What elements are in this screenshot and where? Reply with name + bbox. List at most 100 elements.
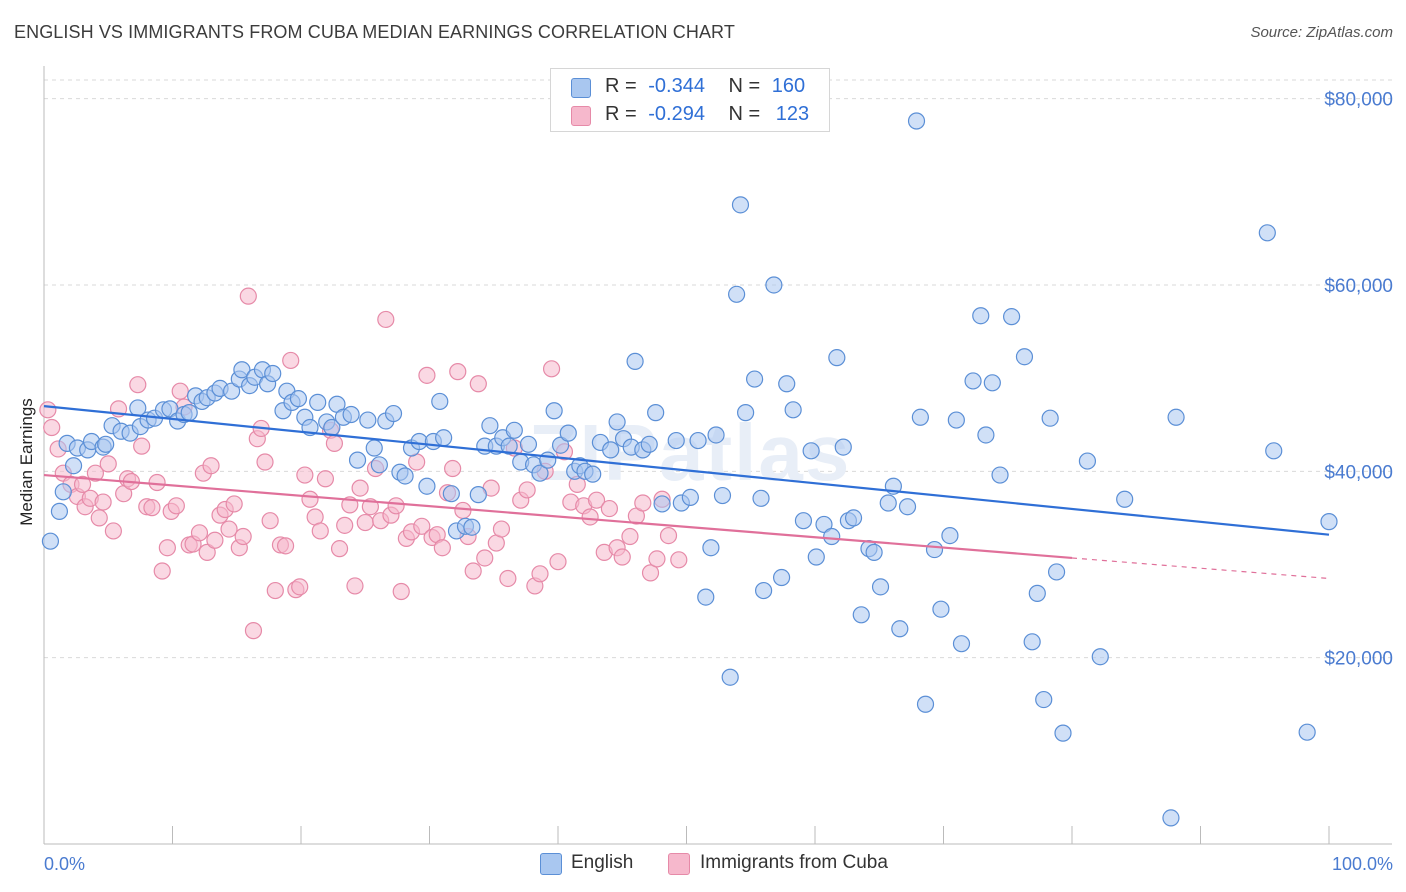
english-point xyxy=(608,413,626,431)
bottom-legend-swatch-english xyxy=(540,853,562,875)
english-point xyxy=(640,435,658,453)
english-point xyxy=(1116,490,1134,508)
english-point xyxy=(653,495,671,513)
english-point xyxy=(778,375,796,393)
cuba-point xyxy=(581,508,599,526)
legend-swatch-cuba xyxy=(571,106,591,126)
cuba-point xyxy=(244,622,263,640)
cuba-point xyxy=(198,543,216,561)
english-point xyxy=(828,349,846,367)
legend-n-value: 160 xyxy=(771,75,806,97)
legend-row-cuba: R = -0.294 N = 123 xyxy=(571,103,809,126)
english-point xyxy=(223,382,241,400)
english-point xyxy=(1265,442,1283,460)
cuba-point xyxy=(387,497,405,515)
cuba-point xyxy=(234,527,252,546)
english-point xyxy=(559,424,577,442)
english-point xyxy=(977,426,995,444)
cuba-point xyxy=(148,473,166,492)
english-point xyxy=(713,486,732,505)
legend-r-label: R = xyxy=(605,75,637,97)
english-point xyxy=(551,436,570,454)
cuba-point xyxy=(104,522,122,540)
cuba-point xyxy=(621,527,639,546)
english-point xyxy=(519,435,538,453)
english-point xyxy=(941,527,959,545)
english-point xyxy=(1258,224,1276,242)
bottom-legend-cuba: Immigrants from Cuba xyxy=(700,852,888,873)
cuba-point xyxy=(336,516,354,534)
cuba-point xyxy=(346,577,364,595)
cuba-point xyxy=(670,551,688,569)
english-point xyxy=(289,390,308,408)
english-point xyxy=(418,477,436,495)
cuba-point xyxy=(454,501,472,520)
english-point xyxy=(342,405,360,424)
english-point xyxy=(871,578,890,596)
y-tick-label: $80,000 xyxy=(1324,90,1393,111)
cuba-point xyxy=(39,401,57,419)
english-point xyxy=(879,494,897,512)
cuba-point xyxy=(99,455,117,473)
series-english-points xyxy=(41,112,1338,827)
english-point xyxy=(898,498,917,516)
cuba-point xyxy=(143,499,161,517)
english-point xyxy=(41,532,60,550)
cuba-point xyxy=(613,548,631,566)
english-point xyxy=(384,404,403,423)
cuba-point xyxy=(291,578,309,596)
english-point xyxy=(721,668,739,686)
english-point xyxy=(264,364,282,383)
cuba-point xyxy=(330,540,349,558)
english-point xyxy=(626,352,644,370)
cuba-point xyxy=(418,366,436,384)
cuba-point xyxy=(282,351,300,370)
series-cuba-points xyxy=(39,287,688,640)
english-point xyxy=(1028,584,1046,602)
english-point xyxy=(500,437,518,455)
cuba-point xyxy=(449,363,467,381)
english-point xyxy=(754,581,773,600)
legend-r-value: -0.294 xyxy=(648,103,705,125)
y-tick-label: $60,000 xyxy=(1324,276,1393,297)
cuba-point xyxy=(225,495,243,513)
english-point xyxy=(794,512,813,530)
legend: R = -0.344 N = 160 R = -0.294 N = 123 xyxy=(550,68,830,132)
bottom-legend-swatch-cuba xyxy=(668,853,690,875)
legend-n-label: N = xyxy=(728,75,761,97)
english-point xyxy=(834,438,852,456)
cuba-point xyxy=(476,549,494,567)
english-point xyxy=(731,196,750,214)
y-tick-label: $20,000 xyxy=(1324,649,1393,670)
cuba-point xyxy=(311,522,329,540)
english-point xyxy=(689,431,707,450)
cuba-point xyxy=(469,375,487,393)
english-point xyxy=(1162,809,1180,827)
english-point xyxy=(891,620,909,638)
english-point xyxy=(925,540,944,559)
cuba-point xyxy=(600,499,619,518)
english-point xyxy=(911,408,929,426)
english-point xyxy=(469,486,487,504)
english-point xyxy=(807,548,825,566)
trend-lines xyxy=(43,405,1330,580)
cuba-trend-line xyxy=(43,473,1073,560)
cuba-point xyxy=(202,457,220,475)
cuba-point xyxy=(266,581,284,600)
legend-r-value: -0.344 xyxy=(648,75,705,97)
cuba-point xyxy=(356,513,374,532)
english-point xyxy=(728,285,746,303)
english-point xyxy=(97,435,115,453)
cuba-point xyxy=(316,470,335,488)
cuba-point xyxy=(641,564,660,582)
english-point xyxy=(983,374,1001,392)
legend-swatch-english xyxy=(571,78,591,98)
english-point xyxy=(531,464,549,482)
english-point xyxy=(823,527,841,546)
cuba-point xyxy=(659,527,678,545)
english-point xyxy=(947,411,965,429)
cuba-point xyxy=(492,520,511,538)
cuba-point xyxy=(325,434,344,452)
cuba-point xyxy=(167,497,185,515)
cuba-point xyxy=(220,520,238,538)
